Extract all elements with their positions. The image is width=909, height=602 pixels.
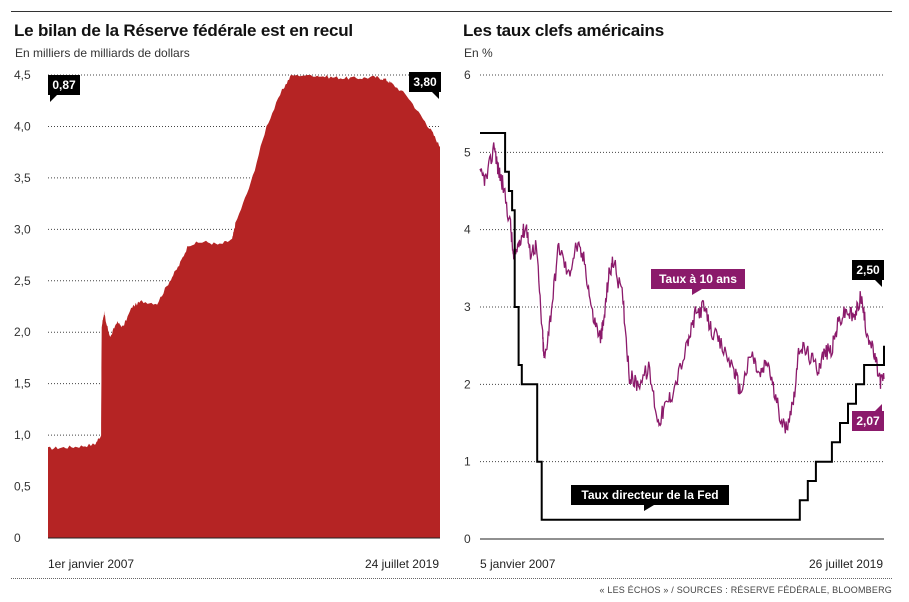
ten-year-legend-tail bbox=[692, 289, 702, 295]
ten-year-yield-line bbox=[479, 142, 885, 434]
left-x-tick-end: 24 juillet 2019 bbox=[365, 557, 439, 571]
left-end-value-label: 3,80 bbox=[413, 75, 437, 89]
right-fed-end-value-box bbox=[852, 260, 884, 280]
left-end-value-box bbox=[409, 72, 441, 92]
right-y-tick-label: 1 bbox=[464, 455, 471, 469]
fed-rate-legend-box bbox=[571, 485, 729, 505]
left-start-value-tail bbox=[50, 95, 57, 102]
right-y-tick-label: 2 bbox=[464, 377, 471, 391]
right-y-tick-label: 3 bbox=[464, 300, 471, 314]
right-tenyear-end-value-box bbox=[852, 411, 884, 431]
right-tenyear-end-value-label: 2,07 bbox=[856, 414, 880, 428]
right-fed-end-value-label: 2,50 bbox=[856, 263, 880, 277]
right-y-tick-label: 6 bbox=[464, 68, 471, 82]
right-y-tick-label: 0 bbox=[464, 532, 471, 546]
top-rule bbox=[11, 11, 892, 12]
left-chart-title: Le bilan de la Réserve fédérale est en r… bbox=[14, 21, 353, 40]
left-y-tick-label: 4,0 bbox=[14, 119, 31, 133]
left-y-tick-label: 4,5 bbox=[14, 68, 31, 82]
balance-area bbox=[48, 75, 440, 538]
right-x-tick-start: 5 janvier 2007 bbox=[480, 557, 556, 571]
right-x-tick-end: 26 juillet 2019 bbox=[809, 557, 883, 571]
left-y-tick-label: 2,0 bbox=[14, 325, 31, 339]
left-y-tick-label: 1,5 bbox=[14, 377, 31, 391]
right-y-tick-label: 5 bbox=[464, 145, 471, 159]
left-end-value-tail bbox=[432, 92, 439, 99]
left-x-tick-start: 1er janvier 2007 bbox=[48, 557, 134, 571]
right-chart-title: Les taux clefs américains bbox=[463, 21, 665, 40]
fed-rate-legend-label: Taux directeur de la Fed bbox=[581, 488, 718, 502]
ten-year-legend-label: Taux à 10 ans bbox=[659, 272, 737, 286]
left-start-value-label: 0,87 bbox=[52, 78, 76, 92]
fed-rate-legend-tail bbox=[644, 505, 654, 511]
left-y-tick-label: 2,5 bbox=[14, 274, 31, 288]
right-fed-end-value-tail bbox=[875, 280, 882, 287]
right-tenyear-end-value-tail bbox=[875, 404, 882, 411]
ten-year-legend-box bbox=[651, 269, 745, 289]
left-y-tick-label: 0,5 bbox=[14, 480, 31, 494]
left-y-tick-label: 3,0 bbox=[14, 222, 31, 236]
left-start-value-box bbox=[48, 75, 80, 95]
source-credit: « LES ÉCHOS » / SOURCES : RÉSERVE FÉDÉRA… bbox=[599, 585, 892, 595]
bottom-rule bbox=[11, 578, 892, 579]
left-y-tick-label: 1,0 bbox=[14, 428, 31, 442]
right-chart-subtitle: En % bbox=[464, 46, 493, 60]
left-y-tick-label: 3,5 bbox=[14, 171, 31, 185]
left-y-tick-label: 0 bbox=[14, 531, 21, 545]
right-y-tick-label: 4 bbox=[464, 223, 471, 237]
fed-rate-line bbox=[480, 132, 885, 521]
left-chart-subtitle: En milliers de milliards de dollars bbox=[15, 46, 190, 60]
